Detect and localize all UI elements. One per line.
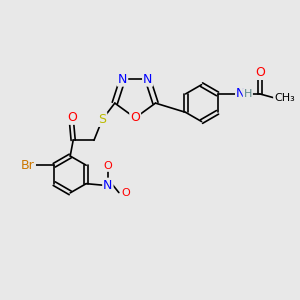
Text: N: N [236,87,245,101]
Text: S: S [98,113,106,126]
Text: O: O [121,188,130,198]
Text: N: N [118,73,127,86]
Text: O: O [67,111,76,124]
Text: Br: Br [21,159,35,172]
Text: O: O [103,161,112,171]
Text: N: N [143,73,152,86]
Text: CH₃: CH₃ [274,93,295,103]
Text: H: H [244,89,252,99]
Text: O: O [130,111,140,124]
Text: O: O [255,66,265,79]
Text: N: N [103,178,112,192]
